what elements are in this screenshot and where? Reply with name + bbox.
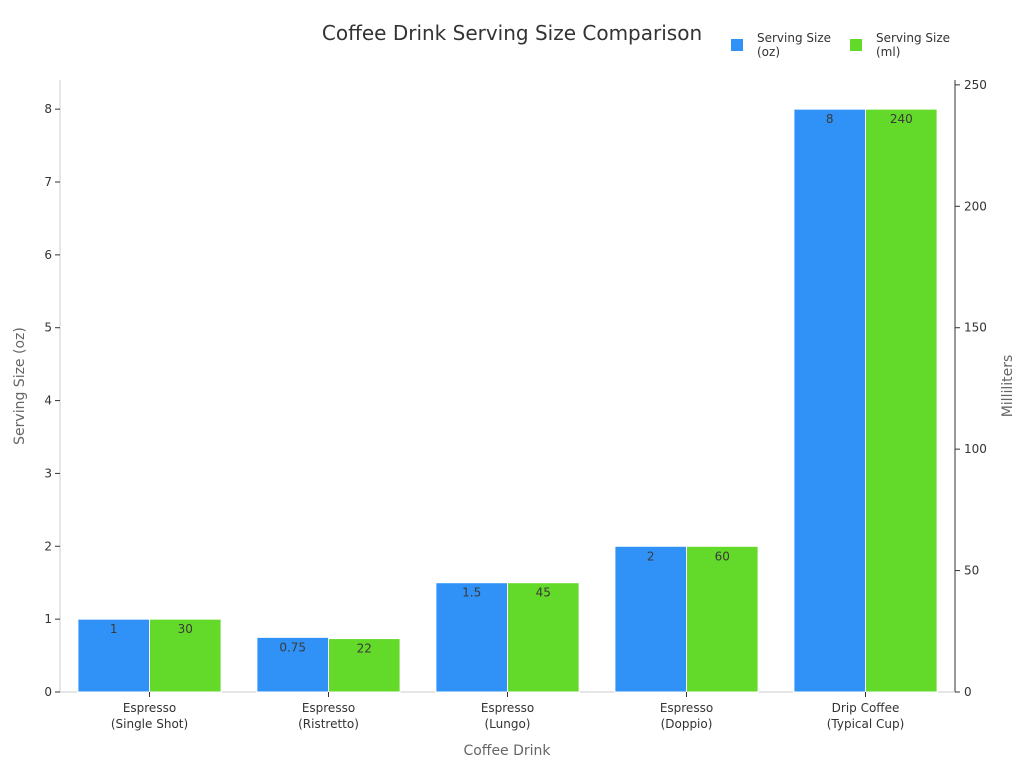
bar-oz bbox=[256, 636, 329, 693]
bars: 1 30 0.75 22 1.5 45 2 60 8 240 bbox=[77, 108, 938, 693]
legend: Serving Size(oz)Serving Size(ml) bbox=[731, 31, 950, 59]
y-right-tick-label: 250 bbox=[964, 78, 987, 92]
x-tick-label: (Lungo) bbox=[484, 717, 530, 731]
bar-data-label: 1 bbox=[110, 622, 118, 636]
bar-ml bbox=[328, 638, 401, 693]
bar-ml bbox=[865, 108, 938, 693]
y-left-tick-label: 1 bbox=[44, 612, 52, 626]
x-axis-title: Coffee Drink bbox=[463, 743, 551, 759]
y-right-tick-label: 0 bbox=[964, 685, 972, 699]
y-axis-right-ticks: 0 50 100 150 200 250 bbox=[955, 78, 987, 699]
y-right-tick-label: 50 bbox=[964, 564, 979, 578]
legend-label: (oz) bbox=[757, 45, 780, 59]
y-left-tick-label: 8 bbox=[44, 102, 52, 116]
x-tick-label: (Ristretto) bbox=[298, 717, 359, 731]
bar-data-label: 0.75 bbox=[279, 640, 306, 654]
y-left-tick-label: 7 bbox=[44, 175, 52, 189]
chart-title: Coffee Drink Serving Size Comparison bbox=[322, 21, 702, 45]
bar-oz bbox=[77, 618, 150, 693]
y-left-tick-label: 5 bbox=[44, 321, 52, 335]
bar-data-label: 240 bbox=[890, 112, 913, 126]
y-right-tick-label: 150 bbox=[964, 321, 987, 335]
bar-data-label: 22 bbox=[357, 642, 372, 656]
y-axis-right-title: Milliliters bbox=[1000, 355, 1016, 418]
bar-data-label: 30 bbox=[178, 622, 193, 636]
bar-ml bbox=[149, 618, 222, 693]
bar-data-label: 2 bbox=[647, 549, 655, 563]
y-left-tick-label: 0 bbox=[44, 685, 52, 699]
legend-swatch bbox=[850, 39, 862, 51]
bar-oz bbox=[793, 108, 867, 693]
y-left-tick-label: 4 bbox=[44, 394, 52, 408]
x-tick-label: (Single Shot) bbox=[111, 717, 188, 731]
x-axis-ticks: Espresso (Single Shot) Espresso (Ristretto)… bbox=[111, 692, 904, 731]
x-tick-label: Espresso bbox=[481, 701, 534, 715]
x-tick-label: Espresso bbox=[302, 701, 355, 715]
y-axis-left-ticks: 0 1 2 3 4 5 6 7 8 bbox=[44, 102, 60, 699]
y-left-tick-label: 3 bbox=[44, 466, 52, 480]
x-tick-label: Espresso bbox=[660, 701, 713, 715]
x-tick-label: (Doppio) bbox=[661, 717, 713, 731]
bar-ml bbox=[507, 582, 580, 693]
y-left-tick-label: 6 bbox=[44, 248, 52, 262]
y-axis-left-title: Serving Size (oz) bbox=[12, 327, 28, 445]
x-tick-label: (Typical Cup) bbox=[827, 717, 905, 731]
bar-data-label: 45 bbox=[536, 586, 551, 600]
x-tick-label: Espresso bbox=[123, 701, 176, 715]
legend-label: Serving Size bbox=[876, 31, 950, 45]
legend-label: Serving Size bbox=[757, 31, 831, 45]
legend-swatch bbox=[731, 39, 743, 51]
bar-oz bbox=[614, 545, 688, 693]
bar-data-label: 60 bbox=[715, 549, 730, 563]
y-left-tick-label: 2 bbox=[44, 539, 52, 553]
bar-data-label: 1.5 bbox=[462, 586, 481, 600]
y-right-tick-label: 200 bbox=[964, 199, 987, 213]
x-tick-label: Drip Coffee bbox=[832, 701, 900, 715]
bar-data-label: 8 bbox=[826, 112, 834, 126]
legend-label: (ml) bbox=[876, 45, 900, 59]
bar-ml bbox=[686, 545, 759, 693]
y-right-tick-label: 100 bbox=[964, 442, 987, 456]
